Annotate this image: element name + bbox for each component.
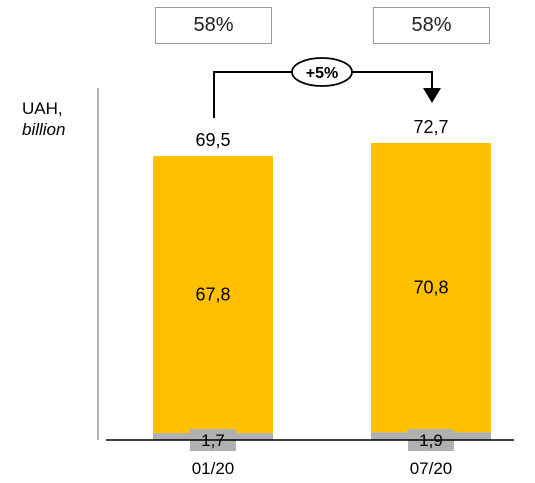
y-axis-unit: UAH, [22, 99, 63, 118]
bar-segment-main-07-20 [371, 143, 491, 433]
main-value-label-01-20: 67,8 [195, 285, 230, 305]
growth-bubble [291, 57, 353, 87]
y-axis-title: UAH, billion [22, 98, 92, 140]
share-box-01-20: 58% [155, 7, 272, 44]
growth-arrowhead [423, 88, 441, 103]
share-box-07-20: 58% [373, 7, 490, 44]
main-value-label-07-20: 70,8 [413, 278, 448, 298]
bar-segment-main-01-20 [153, 156, 273, 434]
growth-label: +5% [306, 65, 338, 82]
category-label-01-20: 01/20 [192, 459, 235, 478]
category-label-07-20: 07/20 [410, 459, 453, 478]
total-label-07-20: 72,7 [413, 117, 448, 137]
total-label-01-20: 69,5 [195, 130, 230, 150]
y-axis-scale: billion [22, 120, 66, 139]
